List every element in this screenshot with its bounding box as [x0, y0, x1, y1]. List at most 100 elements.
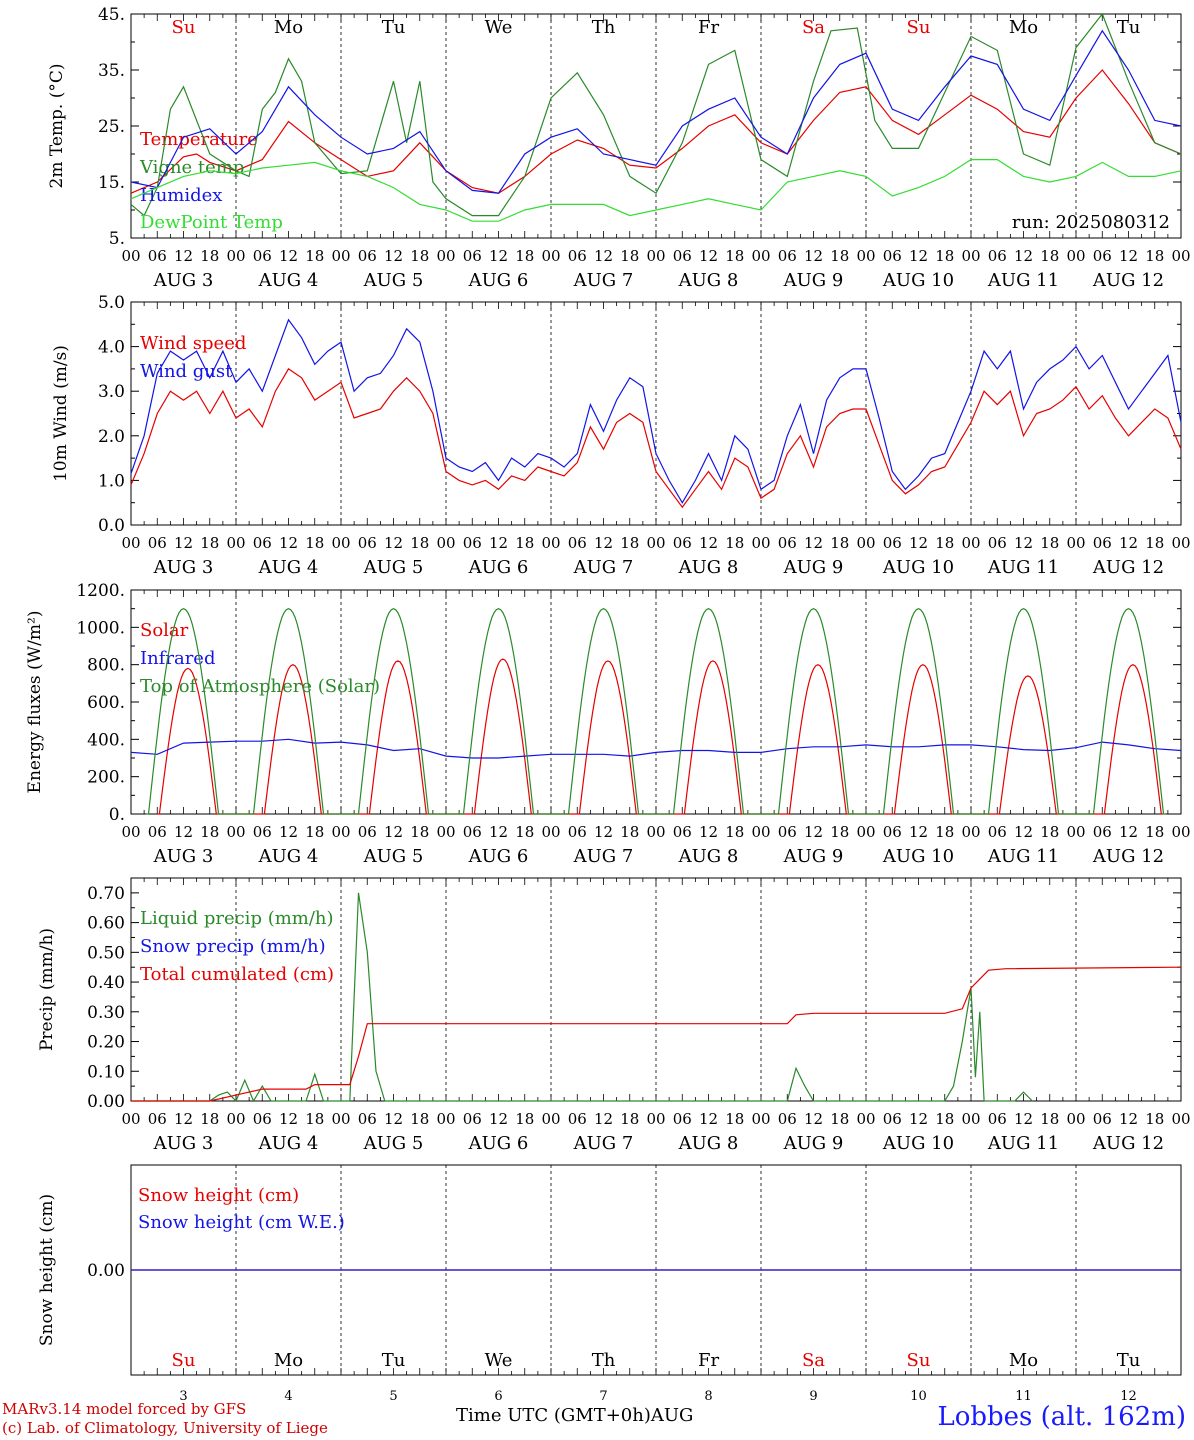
hour-tick-label: 12: [1119, 534, 1138, 552]
day-number-label: 7: [599, 1389, 607, 1404]
hour-tick-label: 18: [305, 247, 324, 265]
plot-frame: [130, 13, 1182, 239]
hour-tick-label: 18: [410, 534, 429, 552]
station-name: Lobbes (alt. 162m): [937, 1402, 1186, 1432]
date-label: AUG 3: [153, 846, 214, 867]
y-tick-label: 35.: [98, 61, 125, 81]
hour-tick-label: 12: [174, 534, 193, 552]
hour-tick-label: 12: [174, 247, 193, 265]
hour-tick-label: 12: [699, 823, 718, 841]
hour-tick-label: 00: [121, 534, 140, 552]
date-label: AUG 6: [468, 557, 529, 578]
hour-tick-label: 06: [1093, 1110, 1112, 1128]
hour-tick-label: 12: [174, 823, 193, 841]
hour-tick-label: 12: [174, 1110, 193, 1128]
hour-tick-label: 00: [1171, 1110, 1190, 1128]
hour-tick-label: 18: [200, 1110, 219, 1128]
date-label: AUG 11: [987, 846, 1059, 867]
hour-tick-label: 00: [121, 823, 140, 841]
hour-tick-label: 12: [1119, 1110, 1138, 1128]
day-name-label: We: [485, 1350, 513, 1371]
y-tick-label: 1000.: [76, 618, 125, 638]
y-tick-label: 2.0: [98, 427, 125, 447]
series-line: [130, 12, 1182, 217]
day-number-label: 4: [284, 1389, 292, 1404]
hour-tick-label: 00: [856, 823, 875, 841]
date-label: AUG 12: [1092, 1133, 1164, 1154]
legend-entry: Top of Atmosphere (Solar): [140, 676, 380, 697]
plot-frame: [130, 301, 1182, 526]
credit-line-2: (c) Lab. of Climatology, University of L…: [2, 1419, 328, 1437]
panels-group: 5. 15. 25. 35. 45. 2m Temp. (°C) 00 06 12 18 AUG 3…: [25, 5, 1191, 1404]
hour-tick-label: 00: [541, 823, 560, 841]
y-tick-label: 0.00: [87, 1261, 125, 1281]
hour-tick-label: 06: [673, 247, 692, 265]
date-label: AUG 6: [468, 1133, 529, 1154]
panel-2: 0.0 1.0 2.0 3.0 4.0 5.0 10m Wind (m/s) 00 06 12 18…: [51, 293, 1191, 578]
hour-tick-label: 18: [725, 247, 744, 265]
hour-tick-label: 06: [988, 1110, 1007, 1128]
day-name-label: Tu: [382, 17, 406, 38]
hour-tick-label: 18: [935, 247, 954, 265]
hour-tick-label: 12: [279, 823, 298, 841]
series-line: [131, 892, 1033, 1103]
hour-tick-label: 12: [384, 247, 403, 265]
hour-tick-label: 12: [279, 1110, 298, 1128]
hour-tick-label: 00: [646, 823, 665, 841]
hour-tick-label: 06: [673, 1110, 692, 1128]
day-number-label: 12: [1120, 1389, 1137, 1404]
hour-tick-label: 00: [331, 823, 350, 841]
series-line: [130, 368, 1182, 509]
day-number-label: 3: [179, 1389, 187, 1404]
hour-tick-label: 06: [673, 534, 692, 552]
hour-tick-label: 18: [830, 1110, 849, 1128]
date-label: AUG 9: [783, 846, 844, 867]
hour-tick-label: 18: [1040, 823, 1059, 841]
day-number-label: 10: [910, 1389, 927, 1404]
day-number-label: 8: [704, 1389, 712, 1404]
legend-entry: Humidex: [140, 185, 222, 206]
y-tick-label: 0.: [109, 805, 125, 825]
hour-tick-label: 06: [253, 823, 272, 841]
hour-tick-label: 18: [305, 823, 324, 841]
hour-tick-label: 00: [1066, 534, 1085, 552]
panel-3: 0. 200. 400. 600. 800. 1000. 1200. Energy fluxe…: [25, 581, 1191, 867]
date-label: AUG 11: [987, 557, 1059, 578]
hour-tick-label: 00: [961, 1110, 980, 1128]
hour-tick-label: 18: [515, 247, 534, 265]
hour-tick-label: 06: [463, 247, 482, 265]
hour-tick-label: 00: [121, 247, 140, 265]
day-name-label: Su: [172, 17, 196, 38]
hour-tick-label: 06: [148, 534, 167, 552]
day-name-label: Th: [592, 17, 616, 38]
hour-tick-label: 12: [279, 247, 298, 265]
hour-tick-label: 18: [620, 1110, 639, 1128]
hour-tick-label: 12: [804, 823, 823, 841]
hour-tick-label: 18: [1040, 1110, 1059, 1128]
legend-entry: Temperature: [140, 129, 258, 150]
hour-tick-label: 12: [489, 1110, 508, 1128]
hour-tick-label: 18: [830, 534, 849, 552]
hour-tick-label: 00: [121, 1110, 140, 1128]
legend-entry: Solar: [140, 620, 189, 641]
y-tick-label: 15.: [98, 173, 125, 193]
hour-tick-label: 06: [883, 1110, 902, 1128]
hour-tick-label: 12: [699, 534, 718, 552]
date-label: AUG 9: [783, 1133, 844, 1154]
hour-tick-label: 06: [778, 247, 797, 265]
plot-frame: [130, 589, 1182, 815]
hour-tick-label: 18: [515, 823, 534, 841]
day-number-label: 6: [494, 1389, 502, 1404]
hour-tick-label: 06: [253, 247, 272, 265]
hour-tick-label: 00: [541, 1110, 560, 1128]
hour-tick-label: 06: [883, 823, 902, 841]
hour-tick-label: 00: [436, 534, 455, 552]
hour-tick-label: 18: [305, 1110, 324, 1128]
hour-tick-label: 00: [541, 247, 560, 265]
panel-1: 5. 15. 25. 35. 45. 2m Temp. (°C) 00 06 12 18 AUG 3…: [47, 5, 1191, 291]
hour-tick-label: 00: [646, 534, 665, 552]
hour-tick-label: 18: [410, 247, 429, 265]
hour-tick-label: 00: [226, 534, 245, 552]
y-tick-label: 200.: [87, 768, 125, 788]
hour-tick-label: 18: [935, 534, 954, 552]
